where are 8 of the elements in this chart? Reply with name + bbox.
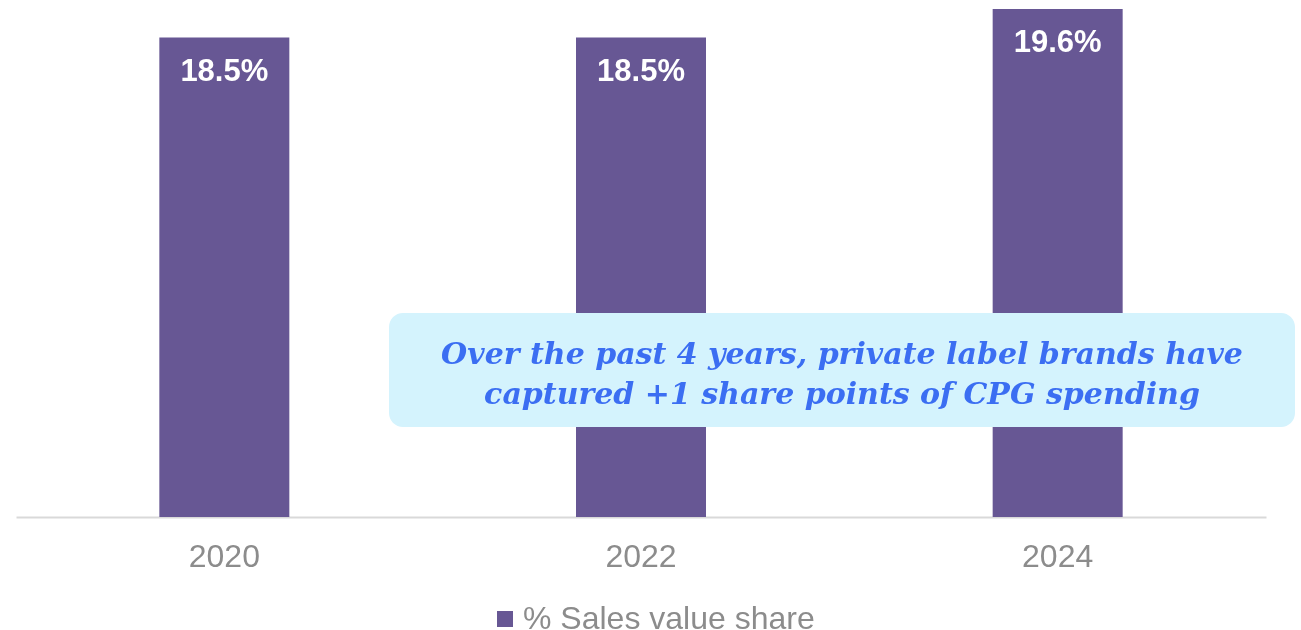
- data-label: 18.5%: [597, 52, 685, 88]
- legend-label: % Sales value share: [523, 600, 815, 630]
- data-label: 19.6%: [1013, 24, 1102, 59]
- x-tick-label: 2024: [1022, 537, 1094, 574]
- x-tick-label: 2022: [605, 537, 677, 574]
- annotation: Over the past 4 years, private label brands have captured +1 share points of CPG spending: [441, 336, 1243, 411]
- x-tick-label: 2020: [188, 537, 260, 574]
- data-label: 18.5%: [180, 52, 269, 88]
